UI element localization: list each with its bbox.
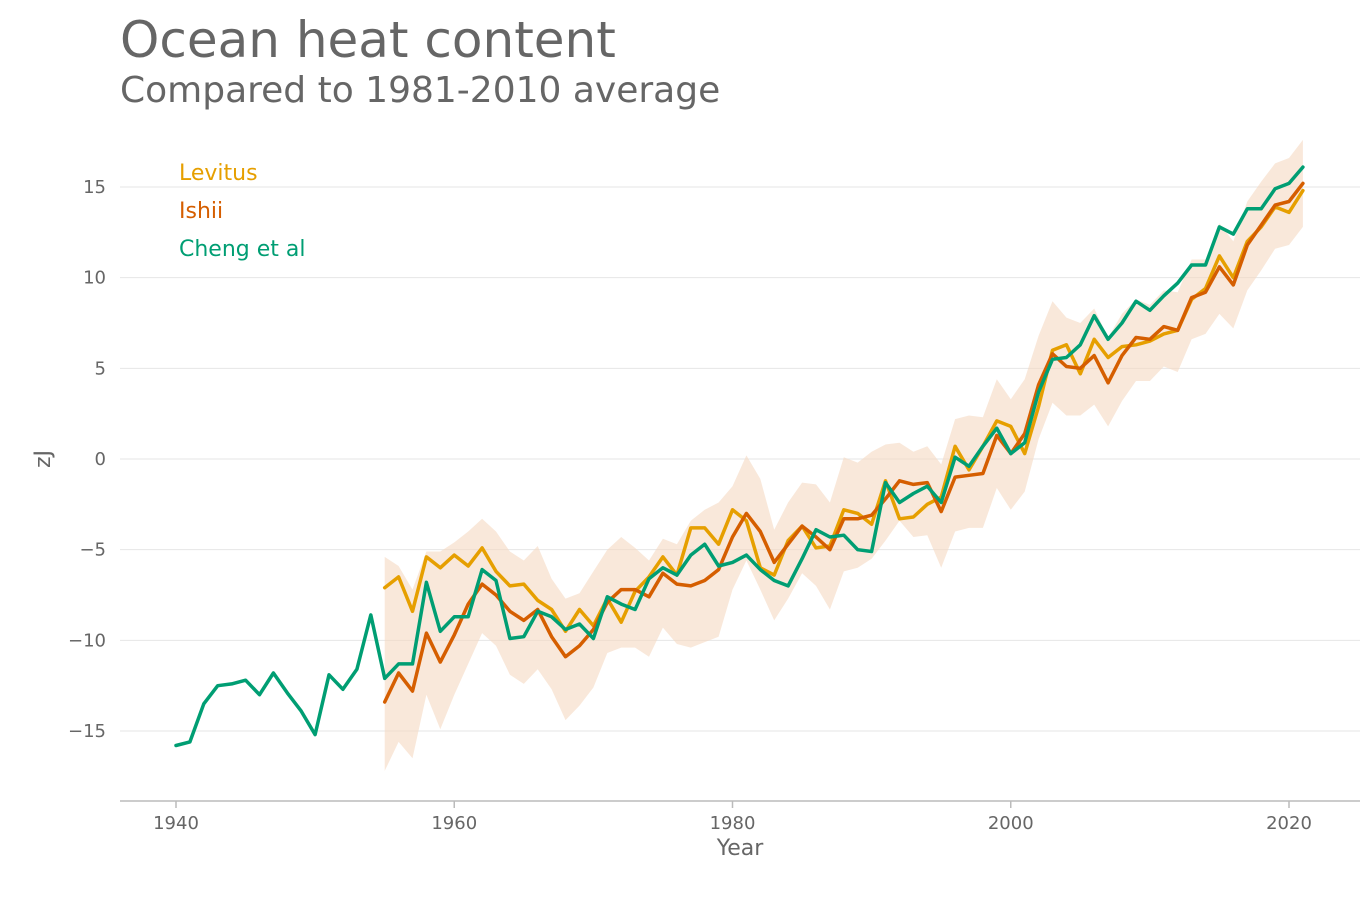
y-tick-label: 0 bbox=[95, 449, 106, 470]
x-tick-label: 1960 bbox=[431, 813, 477, 834]
series-line-cheng-et-al bbox=[174, 165, 1305, 748]
y-tick-label: −15 bbox=[68, 721, 106, 742]
legend: Levitus Ishii Cheng et al bbox=[179, 161, 306, 262]
y-tick-label: 5 bbox=[95, 358, 106, 379]
gridlines bbox=[120, 186, 1360, 732]
y-axis-title: zJ bbox=[31, 450, 56, 468]
legend-entry-cheng-et-al: Cheng et al bbox=[179, 237, 306, 262]
y-tick-label: 10 bbox=[83, 268, 106, 289]
chart-title: Ocean heat content bbox=[120, 11, 616, 69]
uncertainty-band bbox=[384, 139, 1303, 771]
legend-entry-ishii: Ishii bbox=[179, 199, 223, 224]
legend-entry-levitus: Levitus bbox=[179, 161, 258, 186]
y-tick-label: −10 bbox=[68, 630, 106, 651]
chart-subtitle: Compared to 1981-2010 average bbox=[120, 70, 721, 111]
y-tick-label: 15 bbox=[83, 177, 106, 198]
x-tick-label: 1940 bbox=[153, 813, 199, 834]
x-axis-title: Year bbox=[716, 836, 765, 861]
x-tick-label: 2000 bbox=[988, 813, 1034, 834]
y-tick-label: −5 bbox=[79, 540, 106, 561]
x-tick-label: 2020 bbox=[1266, 813, 1312, 834]
uncertainty-band-layer bbox=[384, 139, 1303, 771]
axes: Year zJ −15 −10 −5 0 5 10 15 1940 1960 1980 2000 20… bbox=[31, 177, 1360, 861]
x-tick-label: 1980 bbox=[710, 813, 756, 834]
series-line-levitus bbox=[382, 188, 1305, 634]
series-lines bbox=[174, 165, 1305, 748]
series-line-ishii bbox=[382, 181, 1305, 704]
